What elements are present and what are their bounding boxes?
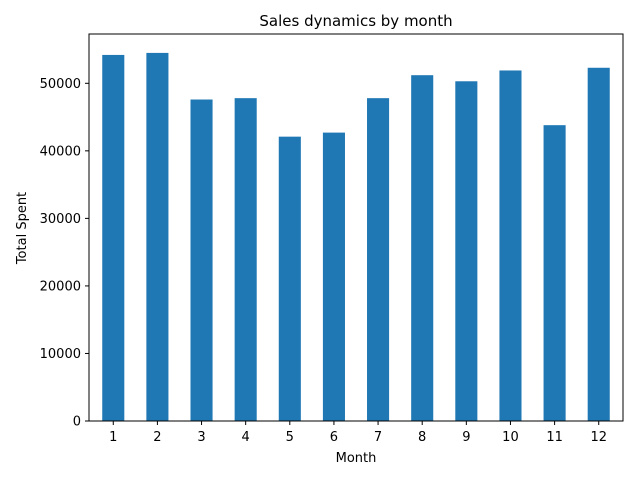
x-tick-label: 7: [374, 430, 382, 445]
bar-month-7: [367, 98, 390, 421]
bar-month-4: [234, 98, 257, 421]
x-tick-label: 1: [109, 430, 117, 445]
y-tick-label: 40000: [40, 144, 81, 159]
plot-frame: [88, 33, 624, 422]
y-tick-label: 0: [73, 415, 81, 430]
x-tick-label: 11: [546, 430, 563, 445]
x-tick-label: 10: [502, 430, 519, 445]
x-tick-label: 4: [242, 430, 250, 445]
x-ticks: 1 2 3 4 5 6 7 8 9 10 11 12: [109, 421, 607, 445]
bar-month-1: [102, 54, 125, 421]
x-axis-label: Month: [336, 451, 377, 466]
x-tick-label: 9: [462, 430, 470, 445]
y-tick-label: 20000: [40, 279, 81, 294]
bar-month-5: [278, 136, 301, 421]
x-tick-label: 8: [418, 430, 426, 445]
bar-month-12: [587, 67, 610, 422]
x-tick-label: 5: [286, 430, 294, 445]
x-tick-label: 12: [590, 430, 607, 445]
y-tick-label: 30000: [40, 212, 81, 227]
bar-month-9: [455, 81, 478, 421]
chart-title: Sales dynamics by month: [259, 12, 452, 30]
x-tick-label: 6: [330, 430, 338, 445]
x-tick-label: 3: [197, 430, 205, 445]
axes-layer: [88, 33, 624, 422]
y-axis-label: Total Spent: [15, 192, 30, 265]
bar-month-8: [411, 75, 434, 421]
bars-layer: [102, 52, 610, 422]
bar-month-2: [146, 52, 169, 421]
bar-month-3: [190, 99, 213, 421]
x-tick-label: 2: [153, 430, 161, 445]
y-tick-label: 50000: [40, 77, 81, 92]
bar-month-10: [499, 70, 522, 421]
bar-month-6: [322, 132, 345, 422]
y-ticks: 0 10000 20000 30000 40000 50000: [40, 77, 89, 430]
y-tick-label: 10000: [40, 347, 81, 362]
bar-month-11: [543, 125, 566, 422]
